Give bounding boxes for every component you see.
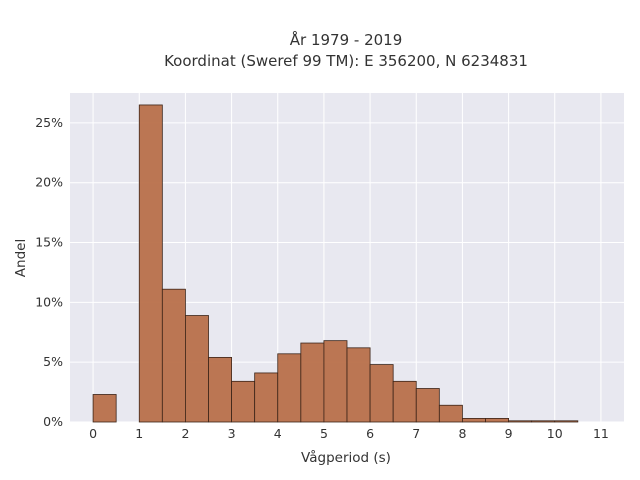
histogram-bar xyxy=(554,420,579,423)
y-axis-title: Andel xyxy=(13,239,29,277)
histogram-bar xyxy=(346,347,371,423)
x-tick-label: 6 xyxy=(366,426,374,441)
x-tick-label: 2 xyxy=(181,426,189,441)
chart-title-line2: Koordinat (Sweref 99 TM): E 356200, N 62… xyxy=(164,52,528,70)
histogram-bar xyxy=(438,404,463,423)
x-tick-label: 10 xyxy=(547,426,563,441)
x-tick-label: 5 xyxy=(320,426,328,441)
y-tick-label: 10% xyxy=(35,294,63,309)
x-tick-label: 9 xyxy=(505,426,513,441)
y-tick-label: 25% xyxy=(35,115,63,130)
x-tick-label: 1 xyxy=(135,426,143,441)
histogram-bar xyxy=(138,104,163,423)
y-tick-label: 5% xyxy=(43,354,63,369)
y-tick-label: 20% xyxy=(35,175,63,190)
x-tick-label: 3 xyxy=(228,426,236,441)
histogram-bar xyxy=(392,380,417,423)
x-tick-label: 0 xyxy=(89,426,97,441)
histogram-bar xyxy=(462,418,486,423)
histogram-bar xyxy=(485,418,509,423)
x-tick-labels: 0 1 2 3 4 5 6 7 8 9 10 11 xyxy=(89,426,609,441)
histogram-bar xyxy=(369,364,394,423)
y-tick-labels: 0% 5% 10% 15% 20% 25% xyxy=(35,115,63,429)
bars xyxy=(92,104,579,423)
x-tick-label: 8 xyxy=(458,426,466,441)
histogram-bar xyxy=(254,372,279,423)
histogram-bar xyxy=(185,315,209,423)
x-tick-label: 11 xyxy=(593,426,609,441)
histogram-bar xyxy=(415,388,440,423)
histogram-bar xyxy=(531,420,556,423)
y-tick-label: 0% xyxy=(43,414,63,429)
histogram-bar xyxy=(231,380,256,423)
x-tick-label: 4 xyxy=(274,426,282,441)
y-tick-label: 15% xyxy=(35,235,63,250)
histogram-bar xyxy=(92,394,117,423)
histogram-bar xyxy=(208,356,232,423)
chart-title-line1: År 1979 - 2019 xyxy=(290,30,403,49)
histogram-bar xyxy=(161,288,186,423)
histogram-bar xyxy=(277,353,302,423)
histogram-bar xyxy=(508,420,533,423)
histogram-bar xyxy=(300,342,325,423)
histogram-bar xyxy=(323,340,348,423)
x-tick-label: 7 xyxy=(412,426,420,441)
x-axis-title: Vågperiod (s) xyxy=(301,449,391,466)
